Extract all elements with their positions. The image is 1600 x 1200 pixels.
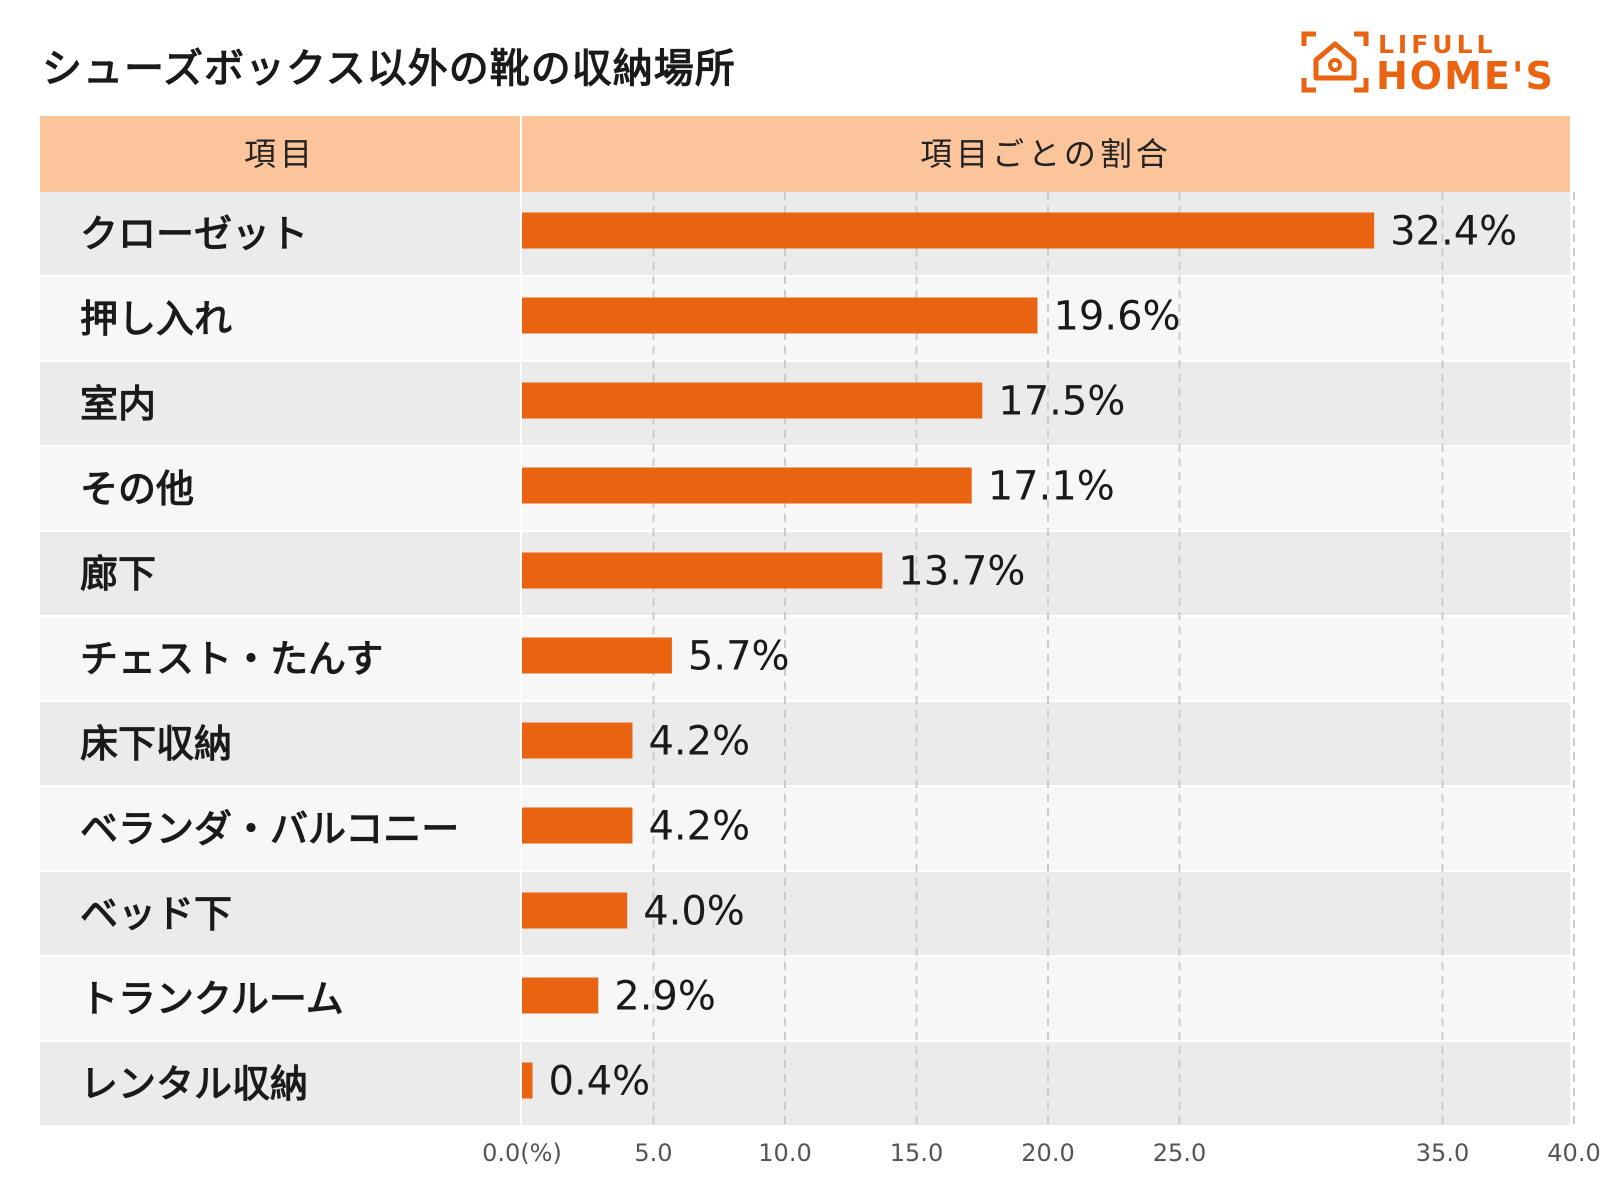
table-row: トランクルーム xyxy=(40,957,1570,1042)
row-divider xyxy=(520,1042,522,1125)
row-divider xyxy=(520,787,522,870)
table-row: 床下収納 xyxy=(40,702,1570,787)
x-tick-label: 0.0(%) xyxy=(482,1139,562,1167)
category-label: ベランダ・バルコニー xyxy=(80,807,460,851)
x-tick-label: 20.0 xyxy=(1021,1139,1074,1167)
bar-value-label: 19.6% xyxy=(1053,294,1180,340)
row-divider xyxy=(520,957,522,1040)
bar-value-label: 4.0% xyxy=(643,889,745,935)
row-divider xyxy=(520,532,522,615)
header-divider xyxy=(520,116,522,192)
bar-value-label: 0.4% xyxy=(549,1059,651,1105)
table-header: 項目 項目ごとの割合 xyxy=(40,116,1570,192)
x-tick-label: 40.0 xyxy=(1547,1139,1600,1167)
x-tick-label: 15.0 xyxy=(890,1139,943,1167)
table-row: レンタル収納 xyxy=(40,1042,1570,1127)
bar xyxy=(522,722,633,759)
bar xyxy=(522,892,628,929)
row-divider xyxy=(520,192,522,275)
chart-title: シューズボックス以外の靴の収納場所 xyxy=(42,46,736,92)
category-label: トランクルーム xyxy=(80,977,344,1021)
table-row: ベッド下 xyxy=(40,872,1570,957)
category-label: 押し入れ xyxy=(80,297,233,341)
category-label: レンタル収納 xyxy=(80,1062,309,1106)
logo-text-bottom: HOME'S xyxy=(1376,54,1555,98)
row-divider xyxy=(520,617,522,700)
bar-value-label: 13.7% xyxy=(898,549,1025,595)
bar xyxy=(522,297,1038,334)
bar-value-label: 5.7% xyxy=(688,634,790,680)
bar-value-label: 17.1% xyxy=(988,464,1115,510)
row-divider xyxy=(520,362,522,445)
bar-value-label: 4.2% xyxy=(648,804,750,850)
header-ratio: 項目ごとの割合 xyxy=(920,135,1172,173)
row-divider xyxy=(520,277,522,360)
table-row: ベランダ・バルコニー xyxy=(40,787,1570,872)
table-row: チェスト・たんす xyxy=(40,617,1570,702)
category-label: チェスト・たんす xyxy=(80,637,384,681)
bar xyxy=(522,212,1375,249)
bar xyxy=(522,807,633,844)
category-label: ベッド下 xyxy=(80,892,233,936)
category-label: 廊下 xyxy=(80,552,157,596)
x-tick-label: 10.0 xyxy=(758,1139,811,1167)
category-label: 床下収納 xyxy=(80,722,233,766)
category-label: その他 xyxy=(80,467,195,511)
row-divider xyxy=(520,872,522,955)
bar xyxy=(522,1062,533,1099)
x-tick-label: 5.0 xyxy=(634,1139,672,1167)
header-item: 項目 xyxy=(243,135,316,173)
bar-value-label: 32.4% xyxy=(1390,209,1517,255)
bar-value-label: 17.5% xyxy=(998,379,1125,425)
category-label: クローゼット xyxy=(80,212,309,256)
bar xyxy=(522,467,972,504)
x-tick-label: 25.0 xyxy=(1153,1139,1206,1167)
row-divider xyxy=(520,702,522,785)
row-divider xyxy=(520,447,522,530)
house-bracket-icon xyxy=(1301,31,1369,93)
brand-logo: LIFULL HOME'S xyxy=(1300,30,1560,100)
bar-value-label: 2.9% xyxy=(614,974,716,1020)
bar-value-label: 4.2% xyxy=(648,719,750,765)
bar xyxy=(522,382,983,419)
bar xyxy=(522,977,599,1014)
category-label: 室内 xyxy=(80,382,157,426)
logo-text-top: LIFULL xyxy=(1378,30,1497,59)
x-tick-label: 35.0 xyxy=(1416,1139,1469,1167)
bar xyxy=(522,637,672,674)
bar xyxy=(522,552,883,589)
